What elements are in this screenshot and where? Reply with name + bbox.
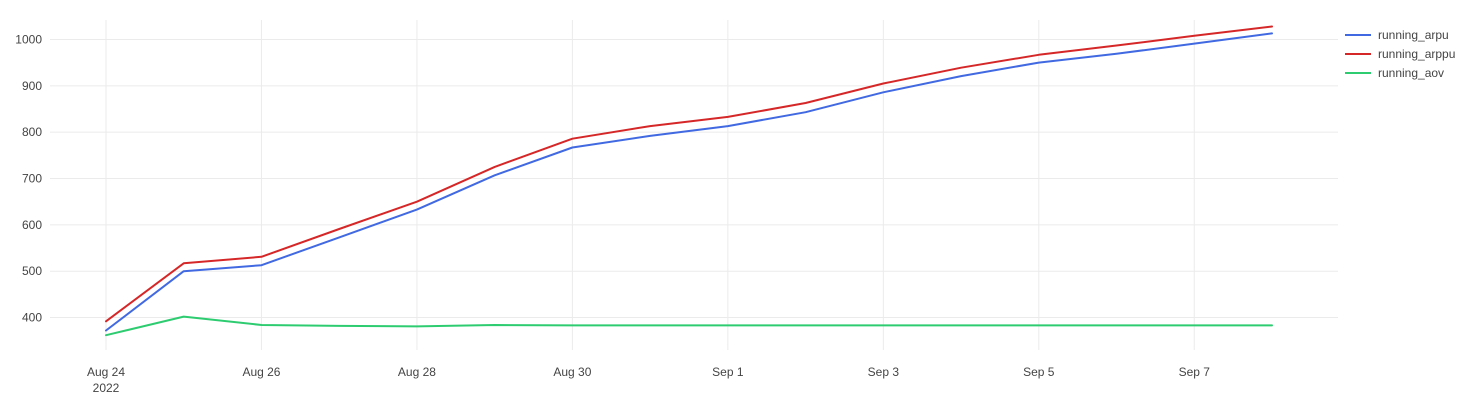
- x-tick-year-label: 2022: [93, 381, 120, 395]
- x-tick-label: Aug 28: [398, 365, 436, 379]
- series-line-running-arpu: [106, 33, 1272, 330]
- x-tick-label: Aug 30: [553, 365, 591, 379]
- series-line-running-arppu: [106, 27, 1272, 322]
- x-tick-label: Sep 5: [1023, 365, 1055, 379]
- x-axis-tick-labels: Aug 24 2022 Aug 26 Aug 28 Aug 30 Sep 1 Sep 3 Se…: [87, 365, 1210, 395]
- x-tick-label: Aug 26: [242, 365, 280, 379]
- y-tick-label: 800: [22, 125, 42, 139]
- y-tick-label: 700: [22, 172, 42, 186]
- y-tick-label: 600: [22, 218, 42, 232]
- x-tick-label: Aug 24: [87, 365, 125, 379]
- legend[interactable]: running_arpu running_arppu running_aov: [1345, 28, 1455, 80]
- legend-label: running_arpu: [1378, 28, 1449, 42]
- y-tick-label: 400: [22, 311, 42, 325]
- y-tick-label: 1000: [15, 32, 42, 46]
- legend-item-running-arppu[interactable]: running_arppu: [1345, 47, 1455, 61]
- legend-item-running-arpu[interactable]: running_arpu: [1345, 28, 1449, 42]
- y-tick-label: 900: [22, 79, 42, 93]
- x-tick-label: Sep 1: [712, 365, 744, 379]
- series-layer: [106, 27, 1272, 336]
- legend-label: running_aov: [1378, 66, 1444, 80]
- legend-item-running-aov[interactable]: running_aov: [1345, 66, 1444, 80]
- y-tick-label: 500: [22, 264, 42, 278]
- x-tick-label: Sep 3: [868, 365, 900, 379]
- grid-layer: [50, 20, 1338, 350]
- x-tick-label: Sep 7: [1179, 365, 1211, 379]
- y-axis-tick-labels: 400 500 600 700 800 900 1000: [15, 32, 42, 324]
- legend-label: running_arppu: [1378, 47, 1455, 61]
- series-line-running-aov: [106, 317, 1272, 336]
